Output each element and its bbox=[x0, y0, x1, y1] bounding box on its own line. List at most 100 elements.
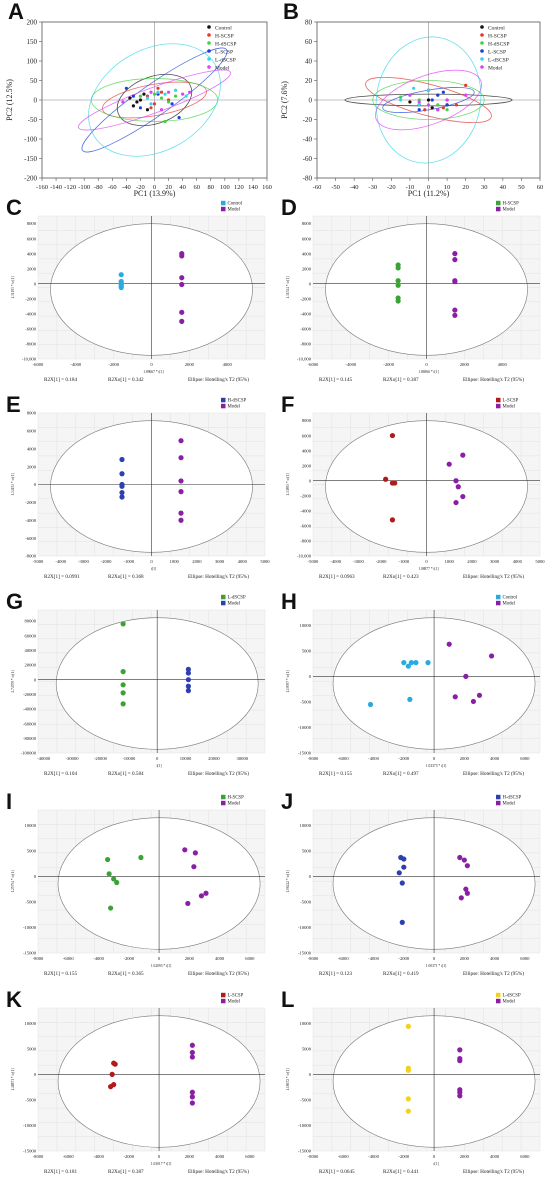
legend-label: Model bbox=[215, 65, 230, 71]
y-tick-label: 0 bbox=[309, 1072, 312, 1077]
x-tick-label: 3000 bbox=[490, 559, 500, 564]
y-tick-label: 50 bbox=[30, 77, 38, 85]
x-tick-label: -8000 bbox=[308, 756, 319, 761]
y-tick-label: -2000 bbox=[300, 296, 311, 301]
legend-swatch bbox=[221, 600, 226, 606]
y-tick-label: -6000 bbox=[25, 327, 36, 332]
panel-letter: A bbox=[8, 0, 24, 24]
data-point bbox=[446, 641, 452, 647]
x-tick-label: 160 bbox=[262, 184, 272, 191]
data-point bbox=[464, 83, 468, 87]
data-point bbox=[436, 108, 440, 112]
data-point bbox=[367, 701, 374, 708]
x-tick-label: -80 bbox=[94, 184, 103, 191]
panel-letter: K bbox=[6, 987, 22, 1012]
y-tick-label: -10,000 bbox=[297, 357, 312, 363]
data-point bbox=[135, 100, 139, 104]
x-axis-variable: 1.02093 * t[1] bbox=[151, 964, 171, 968]
panel-d: -6000 -4000 -2000 0 2000 4000 8000 6000 4000 2000… bbox=[277, 195, 548, 393]
y-tick-label: -10,000 bbox=[297, 554, 312, 560]
legend-swatch bbox=[496, 594, 501, 600]
x-tick-label: -4000 bbox=[93, 956, 104, 961]
y-tick-label: 150 bbox=[27, 38, 38, 46]
data-point bbox=[446, 461, 452, 467]
y-tick-label: 6000 bbox=[302, 433, 312, 438]
data-point bbox=[179, 309, 185, 315]
x-tick-label: 6000 bbox=[245, 956, 255, 961]
data-point bbox=[452, 694, 458, 700]
x-tick-label: 2000 bbox=[460, 1154, 470, 1159]
legend-label: Control bbox=[228, 202, 243, 207]
data-point bbox=[120, 682, 126, 688]
data-point bbox=[138, 98, 143, 102]
data-point bbox=[109, 1071, 115, 1077]
stats-label: R2X[1] = 0.155 bbox=[44, 971, 77, 977]
legend-label: Control bbox=[215, 25, 232, 31]
stats-label: R2X[1] = 0.123 bbox=[319, 971, 352, 977]
panel-letter: D bbox=[281, 195, 297, 220]
x-axis-variable: t[1] bbox=[433, 1162, 438, 1166]
data-point bbox=[105, 856, 111, 863]
data-point bbox=[417, 108, 421, 112]
stats-label: Ellipse: Hotelling's T2 (95%) bbox=[188, 376, 249, 383]
data-point bbox=[185, 670, 191, 676]
panel-i: -8000 -6000 -4000 -2000 0 2000 4000 6000 10000 50… bbox=[2, 789, 273, 987]
stats-label: R2Xo[1] = 0.497 bbox=[383, 771, 419, 777]
y-tick-label: -15000 bbox=[23, 951, 37, 956]
data-point bbox=[401, 856, 407, 862]
stats-label: R2X[1] = 0.184 bbox=[44, 377, 77, 383]
data-point bbox=[452, 257, 458, 263]
data-point bbox=[464, 93, 468, 97]
y-tick-label: 0 bbox=[34, 482, 37, 487]
y-tick-label: -50 bbox=[28, 116, 38, 124]
x-tick-label: -5000 bbox=[33, 559, 44, 564]
legend-marker bbox=[207, 33, 211, 37]
y-axis-variable: 1.18672 * to[1] bbox=[286, 1068, 290, 1090]
legend-swatch bbox=[221, 794, 226, 800]
data-point bbox=[131, 104, 136, 108]
data-point bbox=[166, 100, 171, 104]
data-point bbox=[405, 1108, 411, 1114]
x-tick-label: -8000 bbox=[308, 956, 319, 961]
y-tick-label: 10000 bbox=[300, 623, 312, 628]
x-tick-label: -160 bbox=[36, 184, 48, 191]
x-tick-label: 5000 bbox=[260, 559, 270, 564]
data-point bbox=[203, 890, 209, 896]
panel-a: -160 -140 -120 -100 -80 -60 -40 -20 0 20 40 60 80 100… bbox=[2, 0, 277, 200]
legend-label: H-dSCSP bbox=[215, 41, 236, 47]
y-axis-variable: 1.31524 * to[1] bbox=[286, 276, 290, 298]
data-point bbox=[178, 510, 184, 516]
data-point bbox=[179, 318, 185, 324]
data-point bbox=[457, 854, 463, 861]
panel-letter: F bbox=[281, 392, 295, 417]
confidence-ellipse bbox=[382, 87, 475, 113]
x-tick-label: 0 bbox=[425, 362, 428, 367]
stats-label: R2Xo[1] = 0.419 bbox=[383, 971, 419, 977]
x-axis-variable: 1.89667 * t[1] bbox=[143, 370, 163, 374]
panel-letter: B bbox=[283, 0, 299, 24]
x-tick-label: 40 bbox=[179, 184, 186, 191]
x-tick-label: -10 bbox=[406, 184, 415, 191]
data-point bbox=[445, 98, 449, 102]
data-point bbox=[457, 1089, 463, 1095]
data-point bbox=[152, 92, 157, 96]
x-tick-label: 50 bbox=[518, 184, 525, 191]
y-tick-label: -5000 bbox=[300, 900, 311, 905]
data-point bbox=[488, 653, 495, 659]
x-tick-label: -50 bbox=[331, 184, 340, 191]
y-tick-label: -80000 bbox=[23, 736, 37, 741]
data-point bbox=[436, 93, 440, 97]
x-axis-variable: t[1] bbox=[151, 567, 156, 571]
data-point bbox=[149, 106, 153, 110]
data-point bbox=[395, 265, 401, 271]
legend-label: H-SCSP bbox=[215, 33, 234, 39]
data-point bbox=[149, 102, 153, 106]
legend-label: Model bbox=[228, 602, 241, 607]
y-tick-label: -2000 bbox=[300, 493, 311, 498]
y-tick-label: -6000 bbox=[300, 524, 311, 529]
y-tick-label: 8000 bbox=[302, 221, 312, 226]
data-point bbox=[111, 876, 117, 882]
x-tick-label: 140 bbox=[248, 184, 258, 191]
y-tick-label: -15000 bbox=[298, 751, 312, 756]
data-point bbox=[185, 900, 191, 907]
